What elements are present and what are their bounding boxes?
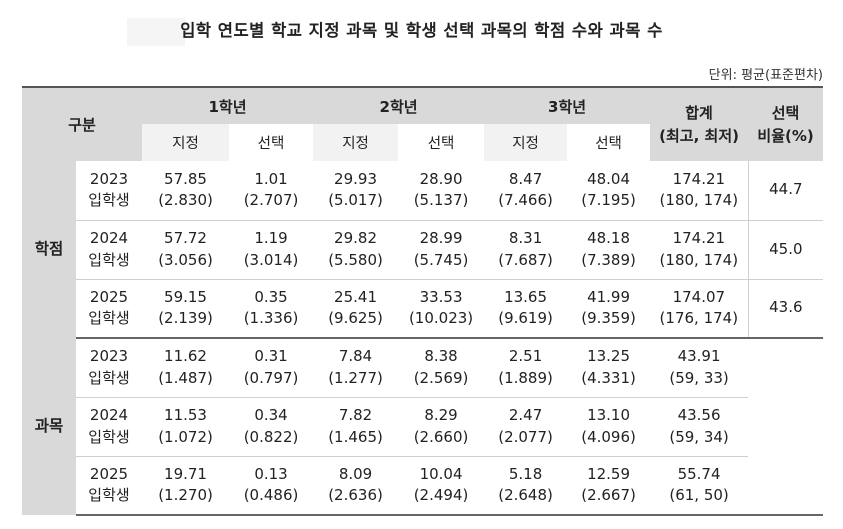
cell-g1-designated: 11.53 (1.072): [142, 397, 230, 457]
table-row: 2025 입학생 19.71 (1.270) 0.13 (0.486) 8.09 (2.…: [22, 456, 824, 516]
title-highlight: [127, 18, 185, 46]
cell-g3-designated: 5.18 (2.648): [484, 456, 568, 516]
cell-ratio-empty: [748, 338, 823, 397]
cell-g2-elective: 28.90 (5.137): [398, 161, 485, 221]
cell-g1-designated: 59.15 (2.139): [142, 279, 230, 339]
header-g3-designated: 지정: [484, 124, 568, 161]
cell-g2-designated: 25.41 (9.625): [313, 279, 399, 339]
cell-total: 55.74 (61, 50): [650, 456, 749, 516]
header-grade2: 2학년: [313, 86, 485, 124]
cell-g1-elective: 1.19 (3.014): [229, 220, 314, 280]
header-g2-designated: 지정: [313, 124, 399, 161]
cell-total: 43.56 (59, 34): [650, 397, 749, 457]
table-row: 2024 입학생 11.53 (1.072) 0.34 (0.822) 7.82 (1.…: [22, 397, 823, 457]
cell-g3-elective: 41.99 (9.359): [567, 279, 651, 339]
cell-g1-designated: 19.71 (1.270): [142, 456, 230, 516]
row-label: 2025 입학생: [76, 279, 143, 339]
header-ratio-line2: 비율(%): [757, 126, 814, 145]
table-row: 2025 입학생 59.15 (2.139) 0.35 (1.336) 25.41 (9…: [22, 279, 824, 339]
header-total-line2: (최고, 최저): [659, 126, 739, 145]
header-total: 합계 (최고, 최저): [650, 86, 749, 161]
cell-g2-elective: 10.04 (2.494): [398, 456, 485, 516]
header-grade1: 1학년: [142, 86, 314, 124]
cell-g2-elective: 8.38 (2.569): [398, 338, 485, 398]
cell-g3-designated: 8.31 (7.687): [484, 220, 568, 280]
header-g1-elective: 선택: [229, 124, 314, 161]
cell-g3-elective: 48.04 (7.195): [567, 161, 651, 221]
table-row: 2024 입학생 57.72 (3.056) 1.19 (3.014) 29.82 (5…: [22, 220, 824, 280]
header-total-line1: 합계: [685, 104, 713, 122]
cell-g2-designated: 29.93 (5.017): [313, 161, 399, 221]
cell-total: 174.07 (176, 174): [650, 279, 749, 339]
cell-g3-designated: 2.51 (1.889): [484, 338, 568, 398]
cell-g3-designated: 2.47 (2.077): [484, 397, 568, 457]
unit-label: 단위: 평균(표준편차): [708, 68, 823, 83]
row-label: 2024 입학생: [76, 397, 143, 457]
table-title: 입학 연도별 학교 지정 과목 및 학생 선택 과목의 학점 수와 과목 수: [180, 21, 663, 40]
cell-g2-designated: 8.09 (2.636): [313, 456, 399, 516]
cell-g2-designated: 7.84 (1.277): [313, 338, 399, 398]
cell-g2-designated: 29.82 (5.580): [313, 220, 399, 280]
cell-g3-elective: 13.25 (4.331): [567, 338, 651, 398]
header-row-2: 지정 선택 지정 선택 지정 선택: [22, 124, 823, 161]
cell-ratio-empty: [748, 397, 823, 456]
cell-g1-designated: 57.72 (3.056): [142, 220, 230, 280]
cell-g2-elective: 33.53 (10.023): [398, 279, 485, 339]
cell-g1-elective: 0.34 (0.822): [229, 397, 314, 457]
group-label-courses: 과목: [22, 338, 76, 515]
cell-ratio: 44.7: [747, 161, 824, 221]
cell-ratio: 43.6: [747, 279, 824, 339]
header-g1-designated: 지정: [142, 124, 230, 161]
cell-g1-elective: 0.31 (0.797): [229, 338, 314, 398]
cell-g2-elective: 8.29 (2.660): [398, 397, 485, 457]
cell-g3-designated: 13.65 (9.619): [484, 279, 568, 339]
cell-ratio: 45.0: [747, 220, 824, 280]
header-g2-elective: 선택: [398, 124, 485, 161]
data-table: 구분 1학년 2학년 3학년 합계 (최고, 최저) 선택 비율(%) 지정 선…: [22, 86, 824, 516]
row-label: 2024 입학생: [76, 220, 143, 280]
cell-total: 174.21 (180, 174): [650, 161, 749, 221]
cell-g2-elective: 28.99 (5.745): [398, 220, 485, 280]
cell-total: 174.21 (180, 174): [650, 220, 749, 280]
cell-g1-elective: 1.01 (2.707): [229, 161, 314, 221]
table-row: 과목 2023 입학생 11.62 (1.487) 0.31 (0.797) 7.84…: [22, 338, 823, 515]
header-row-1: 구분 1학년 2학년 3학년 합계 (최고, 최저) 선택 비율(%): [22, 86, 824, 161]
cell-g1-designated: 11.62 (1.487): [142, 338, 230, 398]
row-label: 2023 입학생: [76, 161, 143, 221]
row-label: 2023 입학생: [76, 338, 143, 398]
header-grade3: 3학년: [484, 86, 651, 124]
table-row: 학점 2023 입학생 57.85 (2.830) 1.01 (2.707) 29.9…: [22, 161, 824, 338]
cell-g2-designated: 7.82 (1.465): [313, 397, 399, 457]
cell-ratio-empty: [748, 456, 824, 516]
cell-g1-elective: 0.35 (1.336): [229, 279, 314, 339]
cell-g3-elective: 48.18 (7.389): [567, 220, 651, 280]
cell-g3-designated: 8.47 (7.466): [484, 161, 568, 221]
cell-total: 43.91 (59, 33): [650, 338, 749, 398]
header-ratio: 선택 비율(%): [748, 86, 824, 161]
header-g3-elective: 선택: [567, 124, 651, 161]
row-label: 2025 입학생: [76, 456, 143, 516]
group-label-credits: 학점: [22, 161, 76, 338]
cell-g3-elective: 13.10 (4.096): [567, 397, 651, 457]
cell-g1-elective: 0.13 (0.486): [229, 456, 314, 516]
cell-g1-designated: 57.85 (2.830): [142, 161, 230, 221]
header-ratio-line1: 선택: [771, 104, 800, 122]
header-category: 구분: [22, 86, 143, 161]
cell-g3-elective: 12.59 (2.667): [567, 456, 651, 516]
